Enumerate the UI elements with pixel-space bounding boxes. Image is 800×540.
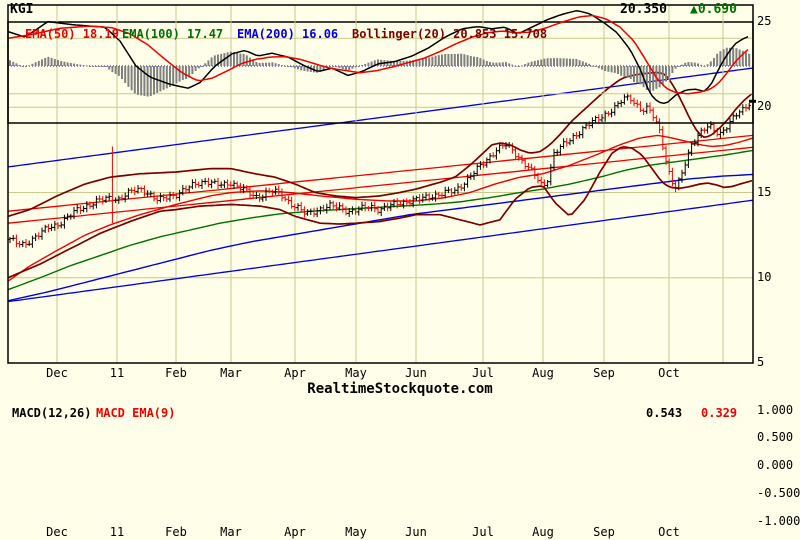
macd-x-axis-label: Sep <box>593 525 615 539</box>
macd-x-axis-label: 11 <box>109 525 125 539</box>
macd-x-axis-label: May <box>345 525 367 539</box>
x-axis-label: Dec <box>46 366 68 380</box>
ohlc-bars <box>8 92 751 248</box>
macd-value: 0.543 <box>646 406 683 420</box>
macd-chart-canvas <box>7 4 754 124</box>
macd-x-axis-label: Jun <box>405 525 427 539</box>
macd-y-axis-label: 0.500 <box>757 430 794 445</box>
legend-ema100: EMA(100) 17.47 <box>122 27 224 41</box>
macd-y-axis-label: 0.000 <box>757 458 794 472</box>
symbol-label: KGI <box>10 2 34 17</box>
x-axis-label: Aug <box>532 366 554 380</box>
y-axis-label: 20 <box>757 99 772 114</box>
macd-y-axis-label: -1.000 <box>757 513 800 528</box>
macd-x-axis-label: Oct <box>658 525 680 539</box>
x-axis-label: May <box>345 366 367 380</box>
legend-ema50: EMA(50) 18.19 <box>25 27 119 41</box>
x-axis-label: Jul <box>472 366 494 380</box>
x-axis-label: Oct <box>658 366 680 380</box>
macd-x-axis-label: Feb <box>165 525 187 539</box>
legend-bollinger: Bollinger(20) 20.853 15.708 <box>352 27 548 41</box>
x-axis-label: 11 <box>109 366 125 380</box>
macd-x-axis-label: Mar <box>220 525 242 539</box>
macd-x-axis-label: Apr <box>284 525 306 539</box>
macd-signal-label: MACD EMA(9) <box>96 406 176 420</box>
legend-ema200: EMA(200) 16.06 <box>237 27 339 41</box>
y-axis-label: 25 <box>757 14 772 28</box>
macd-y-axis-label: 1.000 <box>757 402 794 417</box>
y-axis-label: 15 <box>757 184 772 199</box>
x-axis-label: Feb <box>165 366 187 380</box>
macd-x-axis-label: Aug <box>532 525 554 539</box>
x-axis-label: Mar <box>220 366 242 380</box>
y-axis-label: 5 <box>757 355 765 369</box>
macd-label: MACD(12,26) <box>12 406 92 420</box>
macd-y-axis-label: -0.500 <box>757 485 800 500</box>
x-axis-label: Jun <box>405 366 427 380</box>
macd-x-axis-label: Jul <box>472 525 494 539</box>
watermark: RealtimeStockquote.com <box>307 381 493 397</box>
x-axis-label: Apr <box>284 366 306 380</box>
macd-x-axis-label: Dec <box>46 525 68 539</box>
macd-signal-value: 0.329 <box>701 406 738 420</box>
macd-histogram <box>9 47 751 97</box>
last-price: 20.350 <box>620 2 667 17</box>
price-change: ▲0.690 <box>690 2 737 17</box>
x-axis-label: Sep <box>593 366 615 380</box>
y-axis-label: 10 <box>757 269 772 284</box>
